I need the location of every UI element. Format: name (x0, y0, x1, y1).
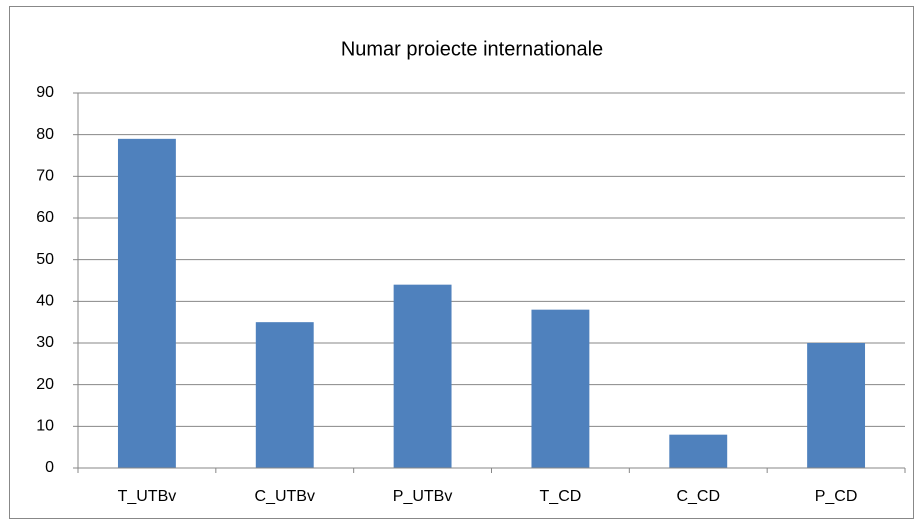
bar (255, 322, 314, 468)
x-tick-label: C_CD (676, 488, 720, 505)
y-tick-label: 80 (36, 126, 54, 143)
x-tick-label: P_UTBv (393, 488, 453, 505)
y-tick-label: 10 (36, 418, 54, 435)
x-tick-label: T_CD (540, 488, 582, 505)
y-tick-label: 90 (36, 84, 54, 101)
bar (531, 309, 590, 468)
bar (669, 434, 728, 468)
y-tick-label: 0 (45, 459, 54, 476)
bar (117, 138, 176, 469)
y-tick-label: 50 (36, 251, 54, 268)
y-tick-label: 40 (36, 293, 54, 310)
y-tick-label: 30 (36, 334, 54, 351)
y-tick-label: 20 (36, 376, 54, 393)
x-tick-label: C_UTBv (255, 488, 315, 505)
y-tick-label: 60 (36, 209, 54, 226)
y-tick-label: 70 (36, 168, 54, 185)
x-tick-label: P_CD (815, 488, 858, 505)
x-tick-label: T_UTBv (118, 488, 177, 505)
chart-title: Numar proiecte internationale (341, 38, 603, 60)
bar (807, 343, 866, 468)
bar (393, 284, 452, 468)
